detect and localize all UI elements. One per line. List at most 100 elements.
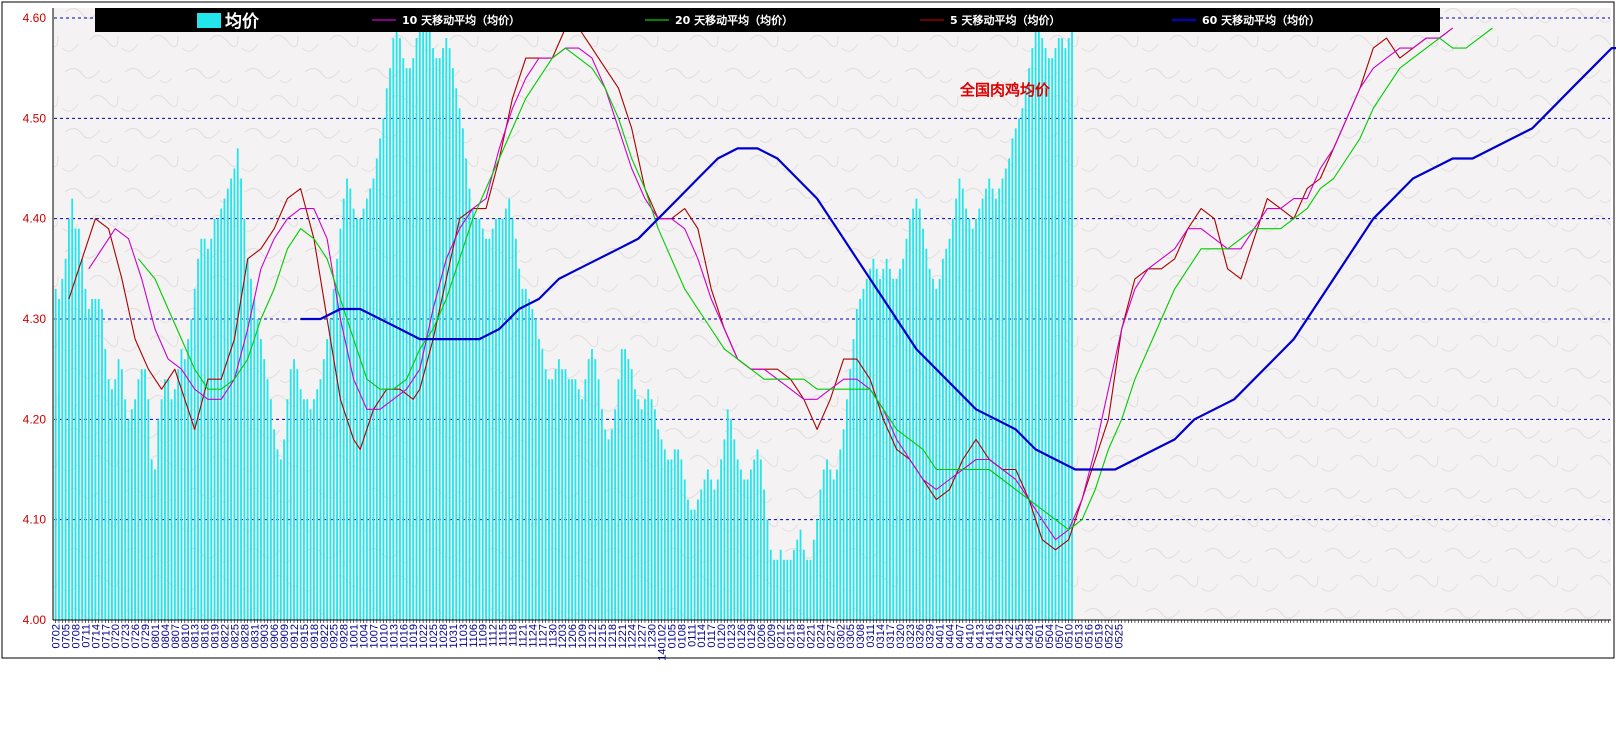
bar — [518, 268, 521, 620]
bar — [508, 198, 511, 620]
bar — [799, 529, 802, 620]
bar — [104, 349, 107, 620]
bar — [620, 349, 623, 620]
x-tick-label: 140102 — [657, 624, 669, 661]
x-tick-label: 1127 — [537, 624, 549, 648]
bar — [1067, 38, 1070, 621]
bar — [425, 18, 428, 620]
bar — [220, 208, 223, 620]
bar — [150, 459, 153, 620]
x-tick-label: 0831 — [249, 624, 261, 648]
bar — [796, 539, 799, 620]
x-tick-label: 0311 — [865, 624, 877, 648]
bar — [683, 479, 686, 620]
bar — [531, 308, 534, 620]
bar — [339, 228, 342, 620]
x-tick-label: 1206 — [567, 624, 579, 648]
bar — [448, 48, 451, 621]
x-tick-label: 1019 — [408, 624, 420, 648]
bar — [276, 449, 279, 620]
x-tick-label: 0513 — [1074, 624, 1086, 648]
bar — [925, 248, 928, 620]
x-tick-label: 1028 — [438, 624, 450, 648]
bar — [1071, 28, 1073, 621]
bar — [207, 248, 209, 620]
x-tick-label: 1130 — [547, 624, 559, 648]
bar — [998, 188, 1001, 621]
x-tick-label: 0218 — [796, 624, 808, 648]
bar — [528, 298, 530, 620]
bar — [915, 198, 918, 620]
bar — [941, 258, 944, 620]
bar — [1054, 48, 1057, 621]
x-tick-label: 1025 — [428, 624, 440, 648]
bar — [124, 399, 127, 620]
legend-label: 60 天移动平均（均价） — [1202, 13, 1320, 27]
bar — [114, 379, 117, 620]
bar — [309, 409, 312, 620]
bar — [571, 379, 574, 620]
bar — [485, 238, 487, 620]
bar — [154, 469, 156, 620]
y-tick-label: 4.10 — [23, 513, 47, 527]
bar — [961, 188, 964, 621]
bar — [779, 549, 782, 620]
bar — [67, 218, 70, 620]
bar — [617, 379, 620, 620]
bar — [77, 228, 80, 620]
x-tick-label: 0126 — [736, 624, 748, 648]
x-tick-label: 0928 — [339, 624, 351, 648]
x-tick-label: 0507 — [1054, 624, 1066, 648]
x-tick-label: 1230 — [647, 624, 659, 648]
bar — [644, 399, 646, 620]
bar — [286, 399, 289, 620]
x-tick-label: 0317 — [885, 624, 897, 648]
bar — [564, 369, 567, 620]
bar — [200, 238, 203, 620]
bar — [889, 268, 891, 620]
bar — [842, 429, 845, 620]
bar — [650, 399, 653, 620]
bar — [140, 369, 143, 620]
y-tick-label: 4.50 — [23, 111, 47, 125]
bar — [372, 178, 375, 621]
bar — [736, 459, 739, 620]
bar — [630, 369, 633, 620]
bar — [501, 218, 504, 620]
x-tick-label: 0422 — [1004, 624, 1016, 648]
bar — [730, 419, 732, 620]
bar — [1041, 38, 1044, 621]
x-tick-label: 0209 — [766, 624, 778, 648]
x-tick-label: 0404 — [945, 624, 957, 648]
bar — [1047, 58, 1050, 620]
x-tick-label: 1022 — [418, 624, 430, 648]
bar — [726, 409, 729, 620]
bar — [816, 519, 819, 620]
bar — [965, 208, 967, 620]
bar — [700, 489, 703, 620]
bar — [746, 479, 749, 620]
x-tick-label: 0108 — [676, 624, 688, 648]
bar — [352, 208, 355, 620]
bar — [865, 278, 868, 620]
bar — [471, 208, 474, 620]
legend-items: 均价 10 天移动平均（均价） 20 天移动平均（均价） 5 天移动平均（均价） 60 … — [197, 11, 1320, 32]
bar — [120, 369, 123, 620]
bar — [445, 38, 448, 621]
x-tick-label: 0129 — [746, 624, 758, 648]
x-tick-label: 0419 — [994, 624, 1006, 648]
bar — [332, 288, 335, 620]
bar — [647, 389, 650, 620]
bar — [587, 359, 590, 620]
bar — [193, 288, 196, 620]
bar — [885, 258, 888, 620]
x-tick-label: 0708 — [71, 624, 83, 648]
x-tick-label: 0416 — [984, 624, 996, 648]
x-tick-label: 0410 — [964, 624, 976, 648]
bar — [627, 359, 630, 620]
bar — [442, 48, 444, 621]
legend-label: 20 天移动平均（均价） — [675, 13, 793, 27]
x-tick-label: 0705 — [61, 624, 73, 648]
bar — [534, 319, 537, 620]
bar — [504, 208, 507, 620]
